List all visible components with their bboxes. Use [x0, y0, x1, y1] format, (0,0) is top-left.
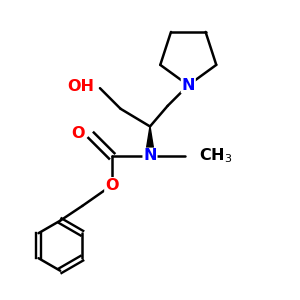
Text: N: N	[182, 78, 195, 93]
Text: N: N	[143, 148, 157, 164]
Polygon shape	[145, 126, 155, 156]
Text: O: O	[72, 126, 85, 141]
Text: CH$_3$: CH$_3$	[199, 146, 232, 165]
Text: O: O	[105, 178, 119, 193]
Text: OH: OH	[67, 79, 94, 94]
